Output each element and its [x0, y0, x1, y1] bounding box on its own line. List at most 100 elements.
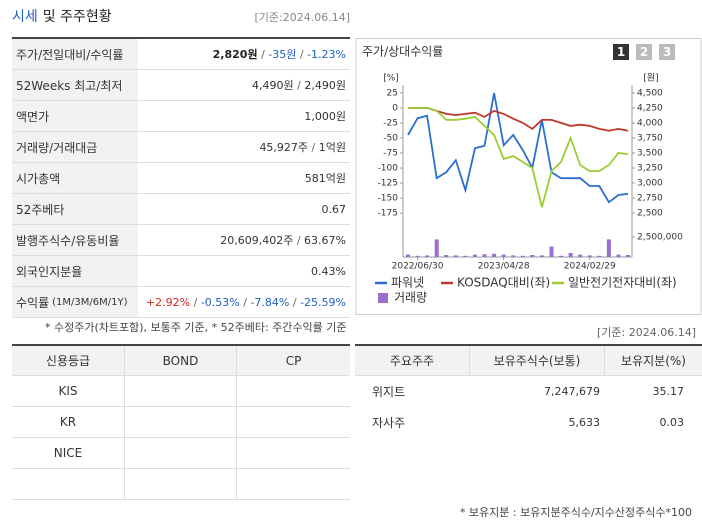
quote-value: +2.92% / -0.53% / -7.84% / -25.59% — [138, 287, 350, 317]
quote-row: 수익률 (1M/3M/6M/1Y) +2.92% / -0.53% / -7.84%… — [12, 287, 350, 318]
y2-tick-label: 4,250 — [637, 103, 663, 113]
base-date: [기준:2024.06.14] — [254, 11, 350, 24]
series-line — [408, 107, 629, 208]
y-tick-label: 0 — [392, 103, 398, 113]
series-line — [408, 107, 629, 132]
volume-bar — [453, 255, 458, 257]
label-text: 외국인지분율 — [16, 264, 83, 279]
period-button-label: 3 — [663, 45, 671, 59]
separator: / — [239, 295, 251, 309]
y2-tick-label: 4,000 — [637, 118, 663, 128]
volume-bar — [626, 255, 630, 257]
table-cell — [125, 469, 237, 500]
period-button[interactable] — [659, 44, 675, 60]
legend-label: 일반전기전자대비(좌) — [568, 276, 677, 290]
y-tick-label: -150 — [378, 194, 399, 204]
quote-value: 0.67 — [138, 194, 350, 224]
value-part: 63.67% — [304, 233, 346, 247]
volume-bar — [434, 239, 439, 257]
quote-value: 0.43% — [138, 256, 350, 286]
value-part: 0.43% — [311, 264, 346, 278]
label-text: 52Weeks 최고/최저 — [16, 78, 123, 93]
value-part: -25.59% — [300, 295, 346, 309]
table-cell: 보유주식수(보통) — [470, 346, 605, 376]
quote-label: 52주베타 — [12, 194, 138, 224]
volume-bar — [539, 255, 544, 257]
volume-bar — [463, 255, 468, 257]
volume-bar — [511, 255, 516, 257]
quote-value: 45,927주 / 1억원 — [138, 132, 350, 162]
volume-bar — [568, 253, 573, 257]
volume-bar — [578, 254, 583, 257]
volume-bar — [425, 255, 430, 257]
quote-row: 시가총액 581억원 — [12, 163, 350, 194]
y-tick-label: -100 — [378, 164, 399, 174]
table-cell — [125, 438, 237, 469]
volume-tick-label: 2,500,000 — [637, 233, 683, 243]
table-cell: 주요주주 — [355, 346, 470, 376]
quote-value: 2,820원 / -35원 / -1.23% — [138, 39, 350, 69]
value-part: +2.92% — [145, 295, 191, 309]
chart-title: 주가/상대수익률 — [362, 45, 443, 59]
period-button[interactable] — [636, 44, 652, 60]
y-tick-label: -125 — [378, 179, 398, 189]
table-cell — [237, 438, 350, 469]
quote-label: 발행주식수/유동비율 — [12, 225, 138, 255]
y2-tick-label: 4,500 — [637, 88, 663, 98]
series-line — [407, 92, 629, 204]
table-top-border — [355, 344, 702, 346]
value-part: -0.53% — [200, 295, 240, 309]
label-text: 거래량/거래대금 — [16, 140, 98, 155]
period-button-label: 1 — [617, 45, 625, 59]
y-unit: [%] — [383, 74, 399, 84]
separator: / — [289, 295, 301, 309]
quote-label: 외국인지분율 — [12, 256, 138, 286]
separator: / — [257, 47, 269, 61]
table-top-border — [12, 344, 350, 346]
separator: / — [190, 295, 201, 309]
label-text: 액면가 — [16, 109, 50, 124]
quote-note: * 수정주가(차트포함), 보통주 기준, * 52주베타: 주간수익률 기준 — [45, 321, 347, 334]
quote-label: 수익률 (1M/3M/6M/1Y) — [12, 287, 138, 317]
value-part: 0.67 — [321, 202, 347, 216]
y2-tick-label: 3,250 — [637, 164, 663, 174]
label-text: 시가총액 — [16, 171, 61, 186]
value-part: 4,490원 — [252, 79, 294, 92]
value-part: 1,000원 — [304, 110, 346, 123]
quote-label: 액면가 — [12, 101, 138, 131]
value-part: 20,609,402주 — [220, 234, 294, 247]
quote-label: 주가/전일대비/수익률 — [12, 39, 138, 69]
volume-bar — [415, 255, 420, 257]
quote-value: 4,490원 / 2,490원 — [138, 70, 350, 100]
volume-bar — [597, 255, 602, 257]
table-cell: 5,633 — [568, 416, 601, 429]
table-cell: 0.03 — [659, 416, 685, 429]
table-cell: BOND — [125, 346, 237, 376]
title-highlight: 시세 — [12, 9, 38, 25]
title-text: 및 주주현황 — [42, 9, 112, 25]
quote-value: 581억원 — [138, 163, 350, 193]
volume-bar — [616, 254, 621, 257]
chart-panel — [355, 38, 702, 315]
section-title: 시세 및 주주현황 — [12, 6, 112, 26]
legend-label: 거래량 — [394, 291, 427, 305]
volume-bar — [520, 255, 525, 257]
label-text: 수익률 — [16, 295, 50, 310]
quote-label: 거래량/거래대금 — [12, 132, 138, 162]
base-date: [기준: 2024.06.14] — [596, 326, 696, 339]
quote-row: 52주베타 0.67 — [12, 194, 350, 225]
value-part: 1억원 — [318, 141, 346, 154]
volume-bar — [501, 254, 506, 257]
y2-tick-label: 3,000 — [637, 179, 663, 189]
volume-bar — [549, 246, 554, 257]
volume-bar — [406, 254, 410, 257]
y-tick-label: -75 — [383, 149, 398, 159]
y-tick-label: 25 — [387, 88, 398, 98]
value-part: -1.23% — [307, 47, 346, 61]
table-cell: CP — [237, 346, 350, 376]
table-cell — [237, 376, 350, 407]
quote-value: 1,000원 — [138, 101, 350, 131]
period-button[interactable] — [613, 44, 629, 60]
volume-bar — [530, 255, 535, 257]
